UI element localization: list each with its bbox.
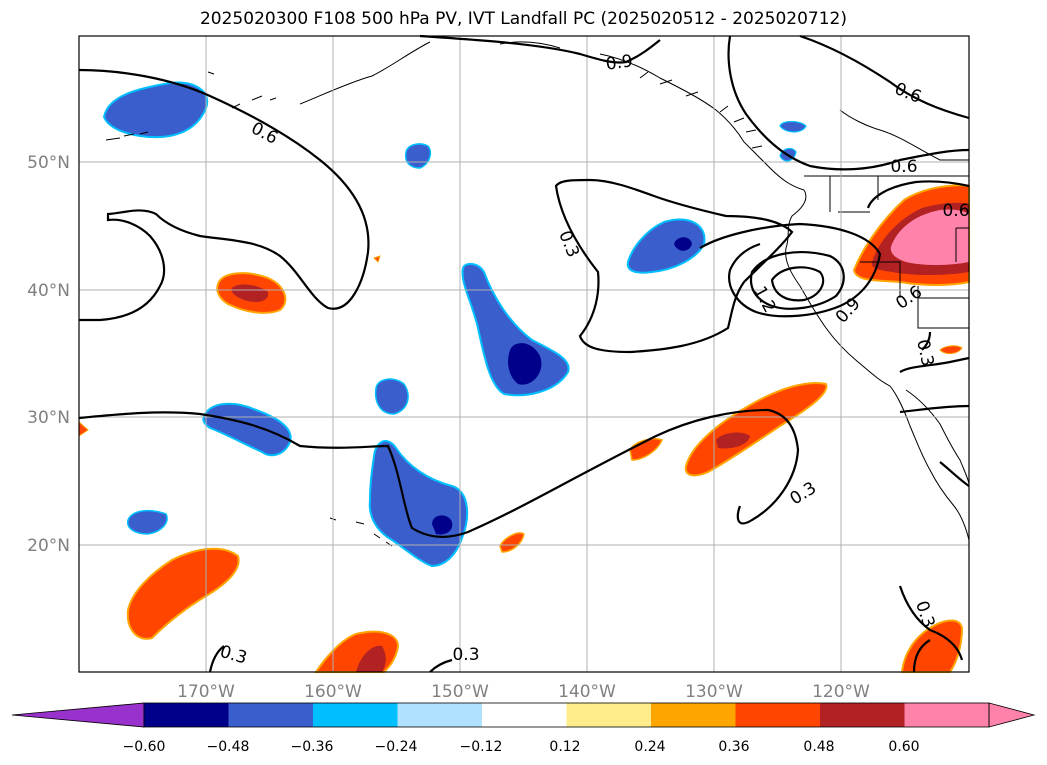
colorbar-tick-label: −0.12	[460, 739, 503, 755]
warm-feature-tiny-36n	[373, 255, 381, 263]
alaska-fjords	[639, 71, 763, 149]
blue-feature-central	[461, 262, 570, 397]
contour-0.3-se	[898, 356, 970, 673]
colorbar-swatch	[735, 703, 820, 727]
contour-0.3-bottom-left	[208, 645, 225, 673]
colorbar-swatches	[11, 702, 1036, 728]
contour-0.9-north	[419, 34, 661, 64]
ivt-contours	[78, 34, 970, 673]
contour-label-0.9-north: 0.9	[605, 51, 635, 75]
pv-shading	[78, 81, 970, 673]
lat-label-40n: 40°N	[27, 281, 70, 301]
warm-feature-e-small	[939, 345, 963, 355]
contour-0.3-loop	[554, 178, 794, 354]
blue-feature-42n	[626, 218, 706, 274]
lat-label-20n: 20°N	[27, 536, 70, 556]
lon-label-130w: 130°W	[685, 682, 743, 702]
longitude-labels: 170°W 160°W 150°W 140°W 130°W 120°W	[177, 682, 870, 702]
lat-label-30n: 30°N	[27, 408, 70, 428]
colorbar-extend-max	[988, 702, 1036, 728]
lon-label-150w: 150°W	[431, 682, 489, 702]
lon-label-160w: 160°W	[304, 682, 362, 702]
gulf-california	[905, 389, 970, 485]
alaska-islands	[105, 71, 277, 141]
contour-0.6-ne2	[866, 180, 970, 209]
contour-0.3-main	[78, 408, 800, 538]
blue-feature-42n-core	[674, 237, 692, 251]
blue-feature-ak1	[779, 120, 807, 133]
warm-feature-40n-core	[231, 284, 269, 302]
colorbar-swatch	[904, 703, 989, 727]
warm-feature-29n-core	[716, 432, 750, 449]
colorbar-swatch	[482, 703, 567, 727]
contour-0.3-east-small	[921, 331, 932, 351]
canada-coast	[785, 189, 891, 387]
blue-feature-small-50n	[404, 143, 432, 169]
map-title: 2025020300 F108 500 hPa PV, IVT Landfall…	[199, 9, 847, 29]
colorbar: −0.60 −0.48 −0.36 −0.24 −0.12 0.12 0.24 …	[11, 702, 1036, 755]
contour-0.6-east	[699, 222, 882, 318]
graticule	[79, 36, 969, 672]
contour-0.6-ne	[727, 35, 970, 171]
colorbar-swatch	[144, 703, 229, 727]
colorbar-outline	[143, 702, 990, 728]
colorbar-tick-label: 0.48	[803, 739, 834, 755]
lon-label-120w: 120°W	[812, 682, 870, 702]
colorbar-tick-label: −0.36	[291, 739, 334, 755]
colorbar-swatch	[820, 703, 905, 727]
colorbar-swatch	[397, 703, 482, 727]
colorbar-tick-label: 0.60	[888, 739, 919, 755]
lat-label-50n: 50°N	[27, 153, 70, 173]
colorbar-ticks: −0.60 −0.48 −0.36 −0.24 −0.12 0.12 0.24 …	[123, 739, 920, 755]
colorbar-swatch	[651, 703, 736, 727]
colorbar-extend-min	[11, 702, 145, 728]
colorbar-tick-label: −0.24	[375, 739, 418, 755]
colorbar-tick-label: −0.60	[123, 739, 166, 755]
warm-feature-20n-small	[499, 532, 525, 553]
warm-feature-s-bottom-core	[356, 645, 386, 672]
lon-label-140w: 140°W	[558, 682, 616, 702]
contour-1.2-east	[770, 266, 825, 302]
warm-feature-se	[900, 619, 964, 673]
contour-0.6-top-right	[799, 34, 970, 120]
contour-0.9-east	[749, 251, 845, 310]
colorbar-tick-label: 0.36	[718, 739, 749, 755]
blue-feature-hawaii-core	[432, 515, 453, 535]
colorbar-swatch	[313, 703, 398, 727]
warm-feature-29n	[684, 382, 828, 477]
warm-feature-east-core	[890, 209, 969, 265]
colorbar-swatch	[228, 703, 313, 727]
blue-feature-central-core	[508, 343, 542, 385]
blue-feature-sw	[126, 509, 168, 535]
contour-label-0.3-bottom-mid: 0.3	[452, 645, 479, 665]
contour-0.6-north	[78, 68, 370, 322]
inland-boundaries	[829, 109, 969, 329]
warm-feature-sw	[126, 547, 240, 640]
contour-label-0.6-east-hot: 0.6	[942, 201, 969, 221]
lon-label-170w: 170°W	[177, 682, 235, 702]
contour-0.3-bottom-mid	[429, 658, 453, 673]
blue-feature-35n	[374, 378, 409, 415]
colorbar-swatch	[566, 703, 651, 727]
colorbar-tick-label: −0.48	[207, 739, 250, 755]
map-frame	[78, 35, 970, 673]
latitude-labels: 50°N 40°N 30°N 20°N	[27, 153, 70, 556]
blue-feature-hawaii	[368, 440, 469, 568]
colorbar-tick-label: 0.24	[634, 739, 665, 755]
colorbar-tick-label: 0.12	[549, 739, 580, 755]
contour-label-0.6-canada: 0.6	[890, 157, 917, 177]
